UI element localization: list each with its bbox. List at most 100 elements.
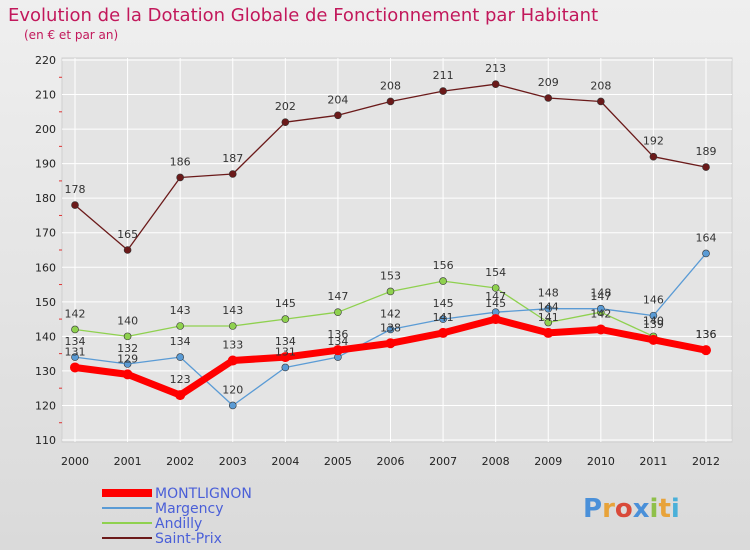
- label-margency-2004: 131: [275, 345, 296, 358]
- logo-letter: t: [658, 494, 670, 524]
- y-tick-190: 190: [35, 158, 56, 171]
- label-margency-2001: 132: [117, 342, 138, 355]
- point-andilly-2000: [71, 325, 79, 334]
- label-saint-prix-2009: 209: [538, 76, 559, 89]
- label-margency-2008: 147: [485, 290, 506, 303]
- label-margency-2009: 148: [538, 287, 559, 300]
- y-tick-120: 120: [35, 399, 56, 412]
- y-tick-130: 130: [35, 365, 56, 378]
- point-saint-prix-2011: [649, 152, 658, 161]
- point-montlignon-2003: [227, 355, 238, 366]
- point-montlignon-2010: [595, 324, 606, 335]
- point-margency-2001: [123, 360, 132, 368]
- point-margency-2012: [702, 249, 710, 258]
- label-andilly-2012: 136: [696, 328, 717, 341]
- point-saint-prix-2003: [228, 170, 237, 178]
- label-saint-prix-2007: 211: [433, 69, 454, 82]
- label-margency-2002: 134: [170, 335, 191, 348]
- label-montlignon-2009: 141: [538, 311, 559, 324]
- label-montlignon-2000: 131: [65, 345, 86, 358]
- point-montlignon-2006: [385, 338, 396, 349]
- x-tick-2001: 2001: [114, 455, 142, 468]
- logo-letter: P: [583, 494, 602, 524]
- logo-text: Proxiti: [583, 494, 680, 524]
- label-andilly-2002: 143: [170, 304, 191, 317]
- y-tick-110: 110: [35, 434, 56, 447]
- label-margency-2006: 142: [380, 307, 401, 320]
- label-montlignon-2006: 138: [380, 321, 401, 334]
- label-andilly-2006: 153: [380, 269, 401, 282]
- x-tick-2007: 2007: [429, 455, 457, 468]
- point-margency-2007: [439, 315, 447, 323]
- proxiti-logo: Proxiti: [583, 494, 680, 524]
- label-andilly-2005: 147: [327, 290, 348, 303]
- point-andilly-2006: [386, 287, 395, 296]
- y-axis: 110 120 130 140 150 160 170 180 190 200 210 220: [35, 54, 56, 447]
- point-andilly-2005: [334, 308, 342, 316]
- y-tick-220: 220: [35, 54, 56, 67]
- label-montlignon-2011: 139: [643, 318, 664, 331]
- label-montlignon-2012: 136: [696, 328, 717, 341]
- label-margency-2007: 145: [433, 297, 454, 310]
- label-montlignon-2008: 145: [485, 297, 506, 310]
- point-margency-2002: [176, 353, 184, 361]
- label-andilly-2004: 145: [275, 297, 296, 310]
- legend-label-andilly: Andilly: [155, 516, 202, 532]
- x-axis: 2000 2001 2002 2003 2004 2005 2006 2007 2008 2009…: [61, 455, 720, 468]
- label-saint-prix-2008: 213: [485, 62, 506, 75]
- chart-title: Evolution de la Dotation Globale de Fonc…: [8, 5, 598, 26]
- label-montlignon-2003: 133: [222, 339, 243, 352]
- y-tick-160: 160: [35, 261, 56, 274]
- x-tick-2010: 2010: [587, 455, 615, 468]
- point-margency-2010: [597, 304, 605, 313]
- point-saint-prix-2001: [123, 246, 132, 254]
- legend-label-margency: Margency: [155, 501, 224, 517]
- label-andilly-2010: 147: [590, 290, 611, 303]
- point-saint-prix-2000: [71, 201, 79, 209]
- point-saint-prix-2008: [491, 80, 500, 88]
- point-andilly-2001: [123, 332, 132, 341]
- point-margency-2006: [386, 325, 395, 334]
- point-andilly-2009: [544, 318, 553, 327]
- y-tick-200: 200: [35, 123, 56, 136]
- point-montlignon-2004: [280, 352, 291, 363]
- point-andilly-2008: [491, 284, 500, 292]
- label-margency-2011: 146: [643, 294, 664, 307]
- point-saint-prix-2009: [544, 94, 553, 102]
- label-andilly-2003: 143: [222, 304, 243, 317]
- label-saint-prix-2002: 186: [170, 155, 191, 168]
- point-montlignon-2000: [70, 362, 80, 373]
- point-margency-2004: [281, 363, 290, 372]
- label-andilly-2011: 140: [643, 314, 664, 327]
- point-margency-2000: [71, 353, 79, 361]
- x-tick-2006: 2006: [377, 455, 405, 468]
- point-montlignon-2008: [490, 314, 501, 325]
- point-andilly-2007: [439, 277, 447, 285]
- point-saint-prix-2007: [439, 87, 447, 95]
- x-tick-2011: 2011: [639, 455, 667, 468]
- x-tick-2009: 2009: [534, 455, 562, 468]
- x-tick-2005: 2005: [324, 455, 352, 468]
- data-labels: 178 165 186 187 202 204 208 211 213 209 208 192 189 1…: [65, 62, 717, 396]
- x-tick-2008: 2008: [482, 455, 510, 468]
- label-margency-2005: 134: [327, 335, 348, 348]
- logo-letter: o: [615, 494, 633, 524]
- logo-letter: r: [602, 494, 615, 524]
- label-saint-prix-2000: 178: [65, 183, 86, 196]
- chart-subtitle: (en € et par an): [24, 28, 118, 42]
- y-tick-180: 180: [35, 192, 56, 205]
- label-saint-prix-2005: 204: [327, 93, 348, 106]
- label-montlignon-2002: 123: [170, 373, 191, 386]
- point-montlignon-2009: [543, 327, 554, 338]
- point-saint-prix-2002: [176, 173, 184, 182]
- label-andilly-2001: 140: [117, 314, 138, 327]
- label-saint-prix-2012: 189: [696, 145, 717, 158]
- point-saint-prix-2005: [334, 111, 342, 120]
- point-margency-2003: [228, 401, 237, 410]
- label-montlignon-2001: 129: [117, 352, 138, 365]
- label-saint-prix-2003: 187: [222, 152, 243, 165]
- logo-letter: i: [671, 494, 680, 524]
